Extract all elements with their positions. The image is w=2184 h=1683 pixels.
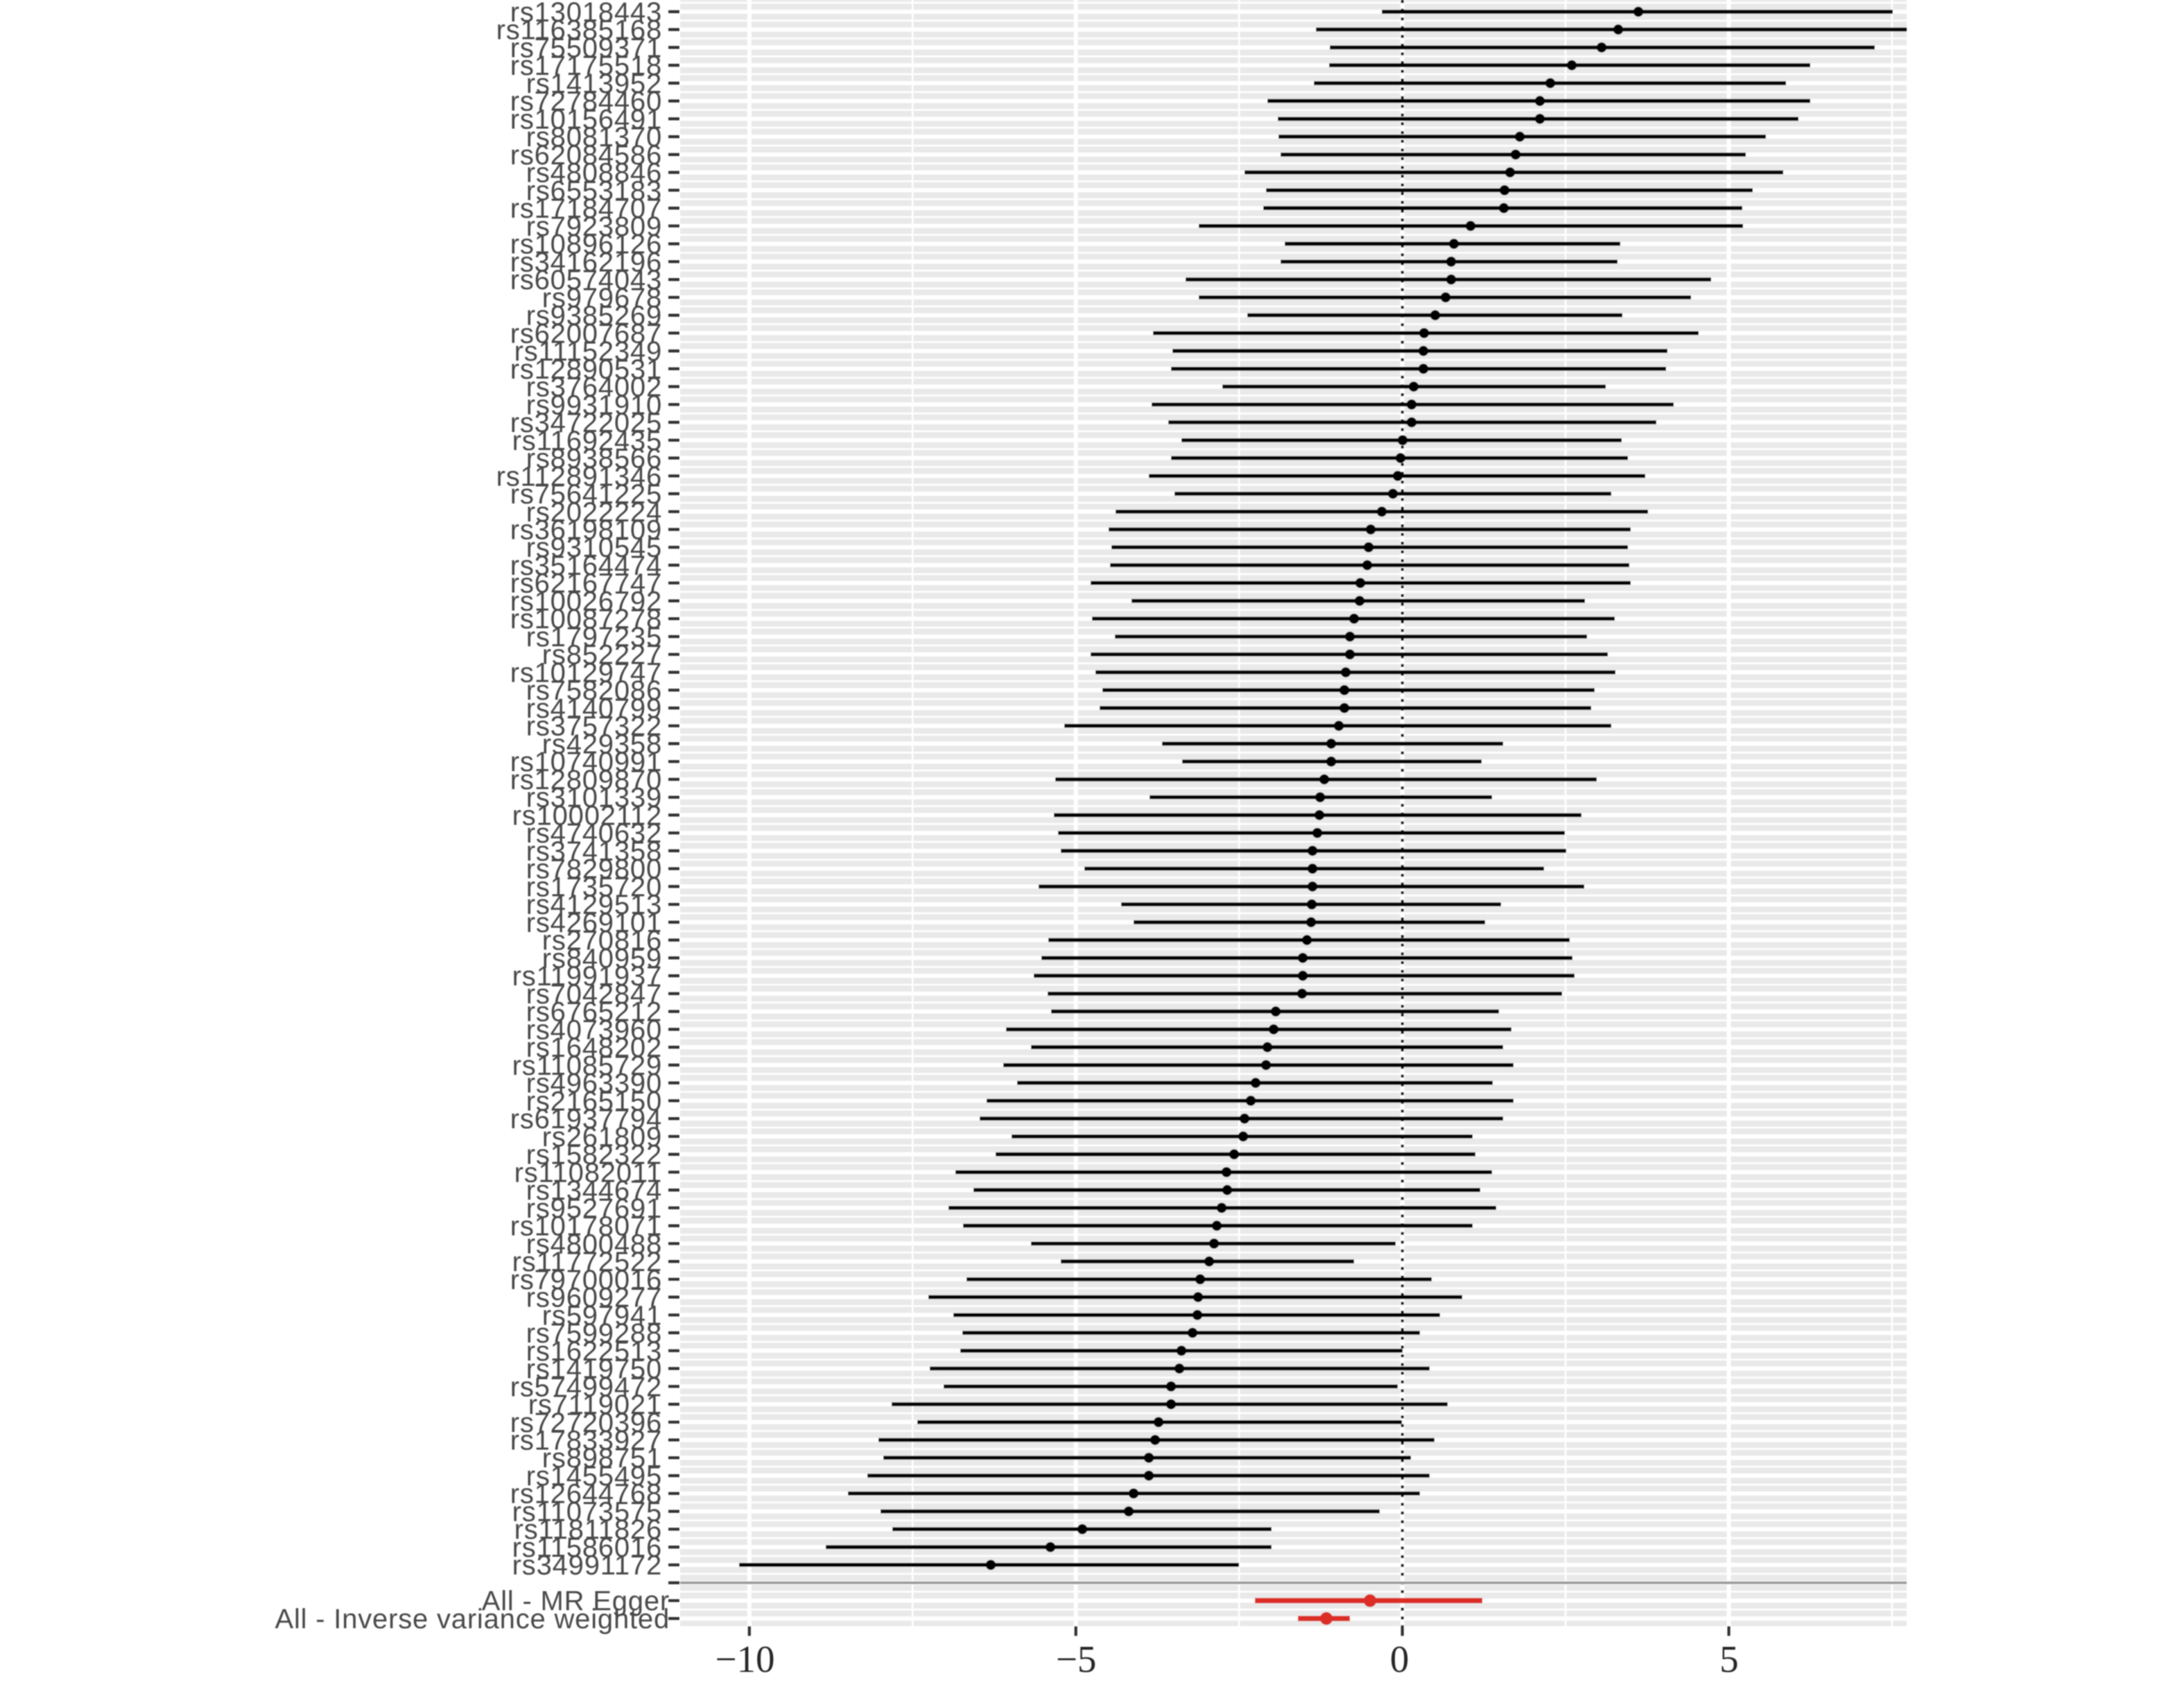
svg-text:rs9931910: rs9931910 <box>526 390 662 420</box>
svg-text:rs9527691: rs9527691 <box>526 1193 662 1224</box>
svg-text:rs261809: rs261809 <box>542 1122 662 1153</box>
svg-text:rs62007687: rs62007687 <box>510 318 662 349</box>
svg-text:rs4140799: rs4140799 <box>526 693 662 724</box>
svg-text:rs8081370: rs8081370 <box>526 122 662 153</box>
svg-text:rs7582086: rs7582086 <box>526 675 662 706</box>
svg-text:rs10087278: rs10087278 <box>510 604 662 635</box>
svg-text:rs12890531: rs12890531 <box>510 354 662 385</box>
svg-text:rs72784460: rs72784460 <box>510 87 662 117</box>
svg-text:rs3101339: rs3101339 <box>526 783 662 813</box>
svg-text:rs11082011: rs11082011 <box>514 1157 662 1188</box>
svg-text:rs4963390: rs4963390 <box>526 1069 662 1099</box>
svg-text:rs11991937: rs11991937 <box>512 961 662 992</box>
svg-text:rs36198109: rs36198109 <box>510 515 662 546</box>
svg-text:rs7042847: rs7042847 <box>526 979 662 1010</box>
svg-text:rs13018443: rs13018443 <box>510 0 662 28</box>
svg-text:rs1582322: rs1582322 <box>526 1140 662 1171</box>
svg-text:rs60574043: rs60574043 <box>510 265 662 295</box>
svg-text:rs7119021: rs7119021 <box>528 1390 662 1420</box>
svg-text:rs840959: rs840959 <box>542 943 662 974</box>
svg-text:rs4129513: rs4129513 <box>526 890 662 920</box>
svg-text:rs11811826: rs11811826 <box>514 1514 662 1545</box>
svg-text:rs62167747: rs62167747 <box>510 569 662 599</box>
svg-text:rs4740632: rs4740632 <box>526 818 662 849</box>
svg-text:rs79700016: rs79700016 <box>510 1265 662 1295</box>
svg-text:rs852227: rs852227 <box>542 640 662 671</box>
svg-text:rs1622513: rs1622513 <box>526 1336 662 1367</box>
svg-text:rs3764002: rs3764002 <box>526 372 662 403</box>
svg-text:rs429358: rs429358 <box>542 729 662 759</box>
svg-text:rs12809870: rs12809870 <box>510 765 662 795</box>
svg-text:rs10129747: rs10129747 <box>510 658 662 689</box>
svg-text:rs4269101: rs4269101 <box>526 908 662 938</box>
svg-text:rs7923809: rs7923809 <box>526 212 662 242</box>
svg-text:rs17833927: rs17833927 <box>510 1426 662 1456</box>
svg-text:rs8938566: rs8938566 <box>526 444 662 474</box>
svg-text:rs35164474: rs35164474 <box>510 551 662 581</box>
svg-text:rs57499472: rs57499472 <box>510 1372 662 1402</box>
svg-text:rs4808846: rs4808846 <box>526 158 662 189</box>
svg-text:rs597941: rs597941 <box>542 1300 662 1331</box>
svg-text:rs10740991: rs10740991 <box>510 747 662 777</box>
svg-text:rs10156491: rs10156491 <box>510 104 662 135</box>
svg-text:rs1735720: rs1735720 <box>526 872 662 902</box>
svg-text:rs11586016: rs11586016 <box>512 1533 662 1563</box>
svg-text:rs10896126: rs10896126 <box>510 230 662 260</box>
svg-text:rs116385168: rs116385168 <box>496 15 662 46</box>
svg-text:5: 5 <box>1719 1638 1739 1680</box>
svg-text:rs9609277: rs9609277 <box>526 1283 662 1313</box>
svg-text:All - MR Egger: All - MR Egger <box>482 1586 670 1616</box>
svg-text:All - Inverse variance weighte: All - Inverse variance weighted <box>275 1604 670 1634</box>
svg-text:rs270816: rs270816 <box>542 926 662 956</box>
svg-text:rs6765212: rs6765212 <box>526 997 662 1028</box>
svg-text:rs10026792: rs10026792 <box>510 587 662 617</box>
svg-text:rs112891346: rs112891346 <box>496 461 662 492</box>
svg-text:rs10002112: rs10002112 <box>512 800 662 831</box>
svg-text:rs6553183: rs6553183 <box>526 175 662 206</box>
svg-text:rs34722025: rs34722025 <box>510 408 662 438</box>
svg-text:rs1344674: rs1344674 <box>526 1175 662 1206</box>
svg-text:rs2165150: rs2165150 <box>526 1086 662 1116</box>
svg-text:rs17175518: rs17175518 <box>510 51 662 81</box>
svg-text:−10: −10 <box>715 1638 774 1680</box>
svg-text:rs1455495: rs1455495 <box>526 1461 662 1492</box>
svg-text:rs10178071: rs10178071 <box>510 1211 662 1242</box>
svg-text:rs11772522: rs11772522 <box>512 1247 662 1277</box>
svg-text:rs62084586: rs62084586 <box>510 140 662 171</box>
svg-text:−5: −5 <box>1056 1638 1097 1680</box>
svg-text:rs72720396: rs72720396 <box>510 1408 662 1438</box>
svg-text:rs2022224: rs2022224 <box>526 497 662 528</box>
svg-text:rs9310545: rs9310545 <box>526 533 662 563</box>
svg-text:rs11085729: rs11085729 <box>512 1051 662 1081</box>
svg-text:rs11152349: rs11152349 <box>514 336 662 367</box>
svg-text:rs17184707: rs17184707 <box>510 193 662 224</box>
svg-text:rs9385269: rs9385269 <box>526 301 662 331</box>
svg-text:rs34162196: rs34162196 <box>510 247 662 277</box>
svg-text:rs3741358: rs3741358 <box>526 836 662 867</box>
svg-text:rs3757322: rs3757322 <box>526 711 662 742</box>
svg-text:rs1419750: rs1419750 <box>526 1354 662 1385</box>
svg-text:rs11692435: rs11692435 <box>512 426 662 456</box>
svg-text:rs898751: rs898751 <box>542 1443 662 1474</box>
svg-text:0: 0 <box>1390 1638 1410 1680</box>
svg-text:rs75641225: rs75641225 <box>510 479 662 510</box>
svg-text:rs12644768: rs12644768 <box>510 1479 662 1510</box>
svg-text:rs7829800: rs7829800 <box>526 854 662 885</box>
svg-text:rs11073575: rs11073575 <box>512 1497 662 1528</box>
svg-text:rs979678: rs979678 <box>542 283 662 313</box>
svg-text:rs34991172: rs34991172 <box>512 1551 662 1581</box>
svg-text:rs4800488: rs4800488 <box>526 1229 662 1259</box>
svg-text:rs1648202: rs1648202 <box>526 1033 662 1063</box>
svg-text:rs4073960: rs4073960 <box>526 1015 662 1045</box>
svg-text:rs7599288: rs7599288 <box>526 1318 662 1349</box>
svg-text:rs1797235: rs1797235 <box>526 622 662 653</box>
svg-text:rs61937794: rs61937794 <box>510 1104 662 1134</box>
svg-text:rs1413952: rs1413952 <box>526 69 662 99</box>
svg-text:rs75509371: rs75509371 <box>510 33 662 63</box>
